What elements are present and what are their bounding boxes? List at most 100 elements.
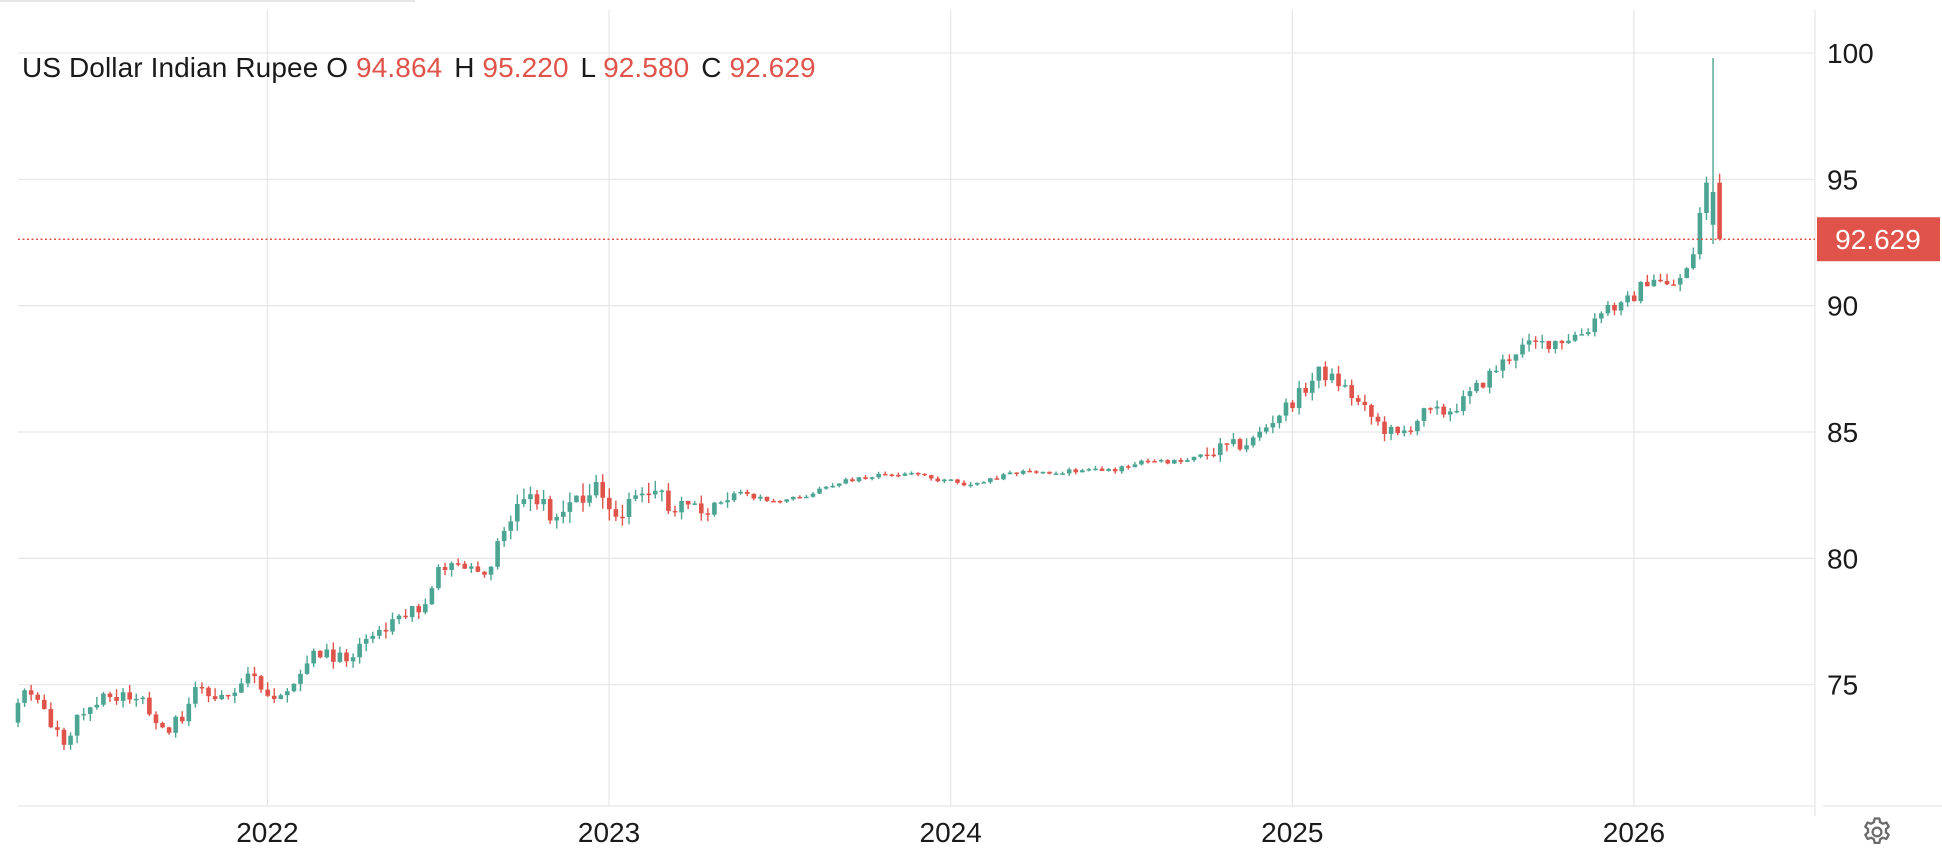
candle-body <box>1126 466 1131 468</box>
candle <box>357 637 362 664</box>
y-tick-labels: 75 80 85 90 95 100 <box>1827 38 1874 701</box>
candle <box>863 475 868 480</box>
candle-body <box>764 496 770 501</box>
candle-body <box>193 686 198 704</box>
candle-body <box>225 694 231 697</box>
y-tick-label: 95 <box>1827 164 1858 195</box>
candle-body <box>114 697 119 701</box>
candle-body <box>652 490 658 495</box>
candle-body <box>179 716 185 722</box>
candle-body <box>744 491 750 494</box>
candle <box>1323 361 1328 387</box>
candle <box>1106 468 1111 472</box>
candle <box>790 496 796 501</box>
candle-body <box>1336 373 1341 387</box>
candle <box>1664 273 1670 286</box>
candle <box>666 483 671 515</box>
candle <box>337 646 343 663</box>
candle-body <box>790 496 796 500</box>
candle-body <box>1027 470 1033 473</box>
candle-body <box>1454 411 1460 413</box>
candle-body <box>1277 415 1282 424</box>
candle-body <box>258 676 264 690</box>
candle-body <box>1526 340 1532 345</box>
candle-body <box>35 694 41 700</box>
candle-body <box>1684 268 1690 278</box>
candle-body <box>28 690 34 695</box>
candle-body <box>541 499 546 505</box>
x-tick-label: 2023 <box>578 817 640 848</box>
candle-body <box>804 496 809 499</box>
candle <box>1395 426 1400 436</box>
candle-body <box>199 686 205 689</box>
candle <box>317 650 323 659</box>
candle-body <box>1375 416 1381 422</box>
x-tick-label: 2025 <box>1261 817 1323 848</box>
candle <box>1493 365 1499 374</box>
candle <box>1500 354 1506 379</box>
candle-body <box>1546 340 1552 350</box>
candle-body <box>1106 469 1111 471</box>
candle <box>429 585 435 605</box>
candle <box>784 499 789 504</box>
candle <box>225 694 231 700</box>
candle <box>1172 459 1177 464</box>
candle <box>501 527 507 547</box>
candle-body <box>1099 468 1105 471</box>
candle <box>252 666 257 684</box>
candle <box>1112 467 1118 474</box>
candle-body <box>639 493 645 496</box>
candle-body <box>1493 370 1499 373</box>
candle <box>1553 340 1558 354</box>
candle <box>166 726 172 735</box>
candle-body <box>1316 366 1322 381</box>
candle <box>994 475 1000 480</box>
candle <box>738 489 743 495</box>
candle-body <box>725 500 730 503</box>
gear-icon[interactable] <box>1860 815 1894 849</box>
candle <box>1185 457 1190 463</box>
candle <box>797 495 803 499</box>
candle <box>712 501 717 517</box>
candle <box>219 690 224 701</box>
candle <box>554 513 560 529</box>
candle-body <box>731 493 737 501</box>
candle <box>390 612 395 635</box>
candle <box>127 685 132 704</box>
candle-body <box>298 673 303 684</box>
candle <box>1618 300 1624 316</box>
candle-body <box>896 474 901 477</box>
candle-body <box>94 704 100 708</box>
candle <box>1309 372 1315 401</box>
candle-body <box>1080 470 1085 473</box>
candle-body <box>771 500 776 503</box>
candle <box>206 686 211 703</box>
candle <box>370 631 376 644</box>
candle <box>1277 414 1282 429</box>
candle <box>1191 456 1197 462</box>
candle <box>1178 457 1184 465</box>
candle <box>1599 311 1604 324</box>
candle-body <box>41 699 47 710</box>
candle-body <box>81 713 86 716</box>
candle <box>876 471 881 480</box>
candle-body <box>836 483 842 486</box>
candle-body <box>915 472 921 475</box>
candle <box>409 606 415 622</box>
candle <box>988 477 993 484</box>
candle-body <box>1053 473 1059 475</box>
candle-body <box>1244 445 1249 450</box>
candle-body <box>1250 437 1256 446</box>
candle <box>942 478 947 484</box>
candle-body <box>574 495 579 503</box>
candle-body <box>377 629 382 636</box>
candle-body <box>1237 439 1243 450</box>
candle <box>1717 173 1722 241</box>
candle-body <box>869 477 875 479</box>
candle <box>777 500 783 504</box>
candle <box>265 682 270 698</box>
candle-body <box>469 566 474 569</box>
candle <box>823 485 829 490</box>
candle-body <box>1671 284 1676 286</box>
